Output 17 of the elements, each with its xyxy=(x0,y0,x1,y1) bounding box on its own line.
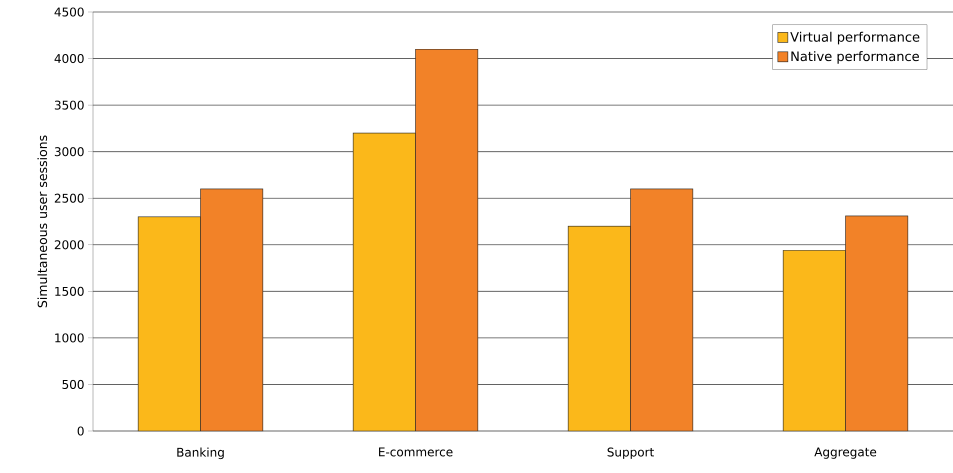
legend-label: Native performance xyxy=(791,51,919,64)
x-tick-label: Banking xyxy=(177,448,224,460)
y-tick-label: 4500 xyxy=(54,7,84,17)
x-tick-label: Support xyxy=(608,448,654,459)
y-tick-label: 2000 xyxy=(54,240,84,250)
x-tick-label: Aggregate xyxy=(814,448,876,459)
x-tick-label: E-commerce xyxy=(379,448,453,456)
y-tick-label: 0 xyxy=(78,426,84,436)
y-tick-label: 3500 xyxy=(54,100,84,110)
y-tick-label: 3000 xyxy=(54,147,84,156)
y-axis-title: Simultaneous user sessions xyxy=(37,135,48,308)
y-tick-label: 500 xyxy=(62,380,84,389)
y-tick-label: 4000 xyxy=(54,54,84,64)
y-tick-label: 1000 xyxy=(55,333,84,342)
legend-label: Virtual performance xyxy=(790,32,920,44)
y-tick-label: 1500 xyxy=(55,286,84,296)
y-tick-label: 2500 xyxy=(54,194,84,203)
